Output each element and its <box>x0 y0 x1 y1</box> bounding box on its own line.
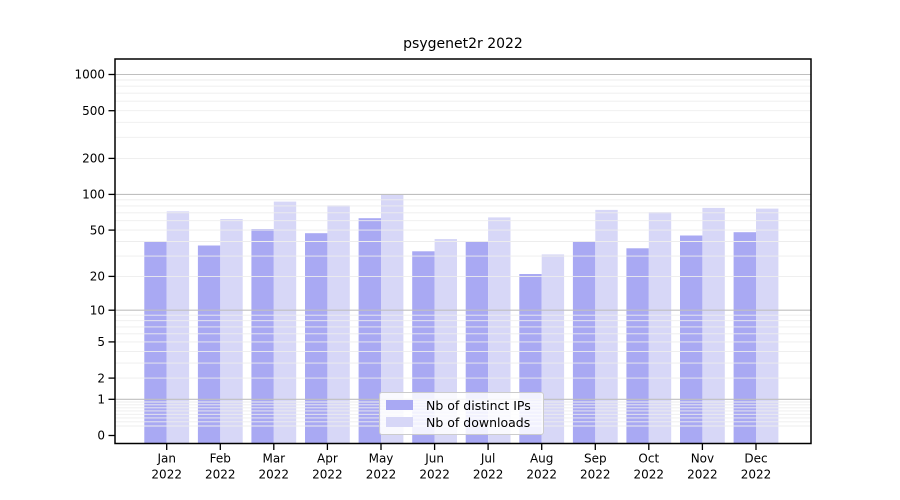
bar-distinct-ips-0 <box>144 241 167 444</box>
bar-downloads-11 <box>756 208 779 444</box>
bar-downloads-7 <box>541 254 565 444</box>
bar-downloads-6 <box>488 217 511 444</box>
x-axis-tick-label: Dec 2022 <box>741 452 772 482</box>
y-axis-tick-label: 5 <box>97 335 105 349</box>
legend-label-distinct-ips: Nb of distinct IPs <box>426 397 531 413</box>
bar-downloads-10 <box>702 207 725 444</box>
x-axis-tick-label: Aug 2022 <box>526 452 557 482</box>
x-axis-tick-label: Nov 2022 <box>687 452 718 482</box>
bar-downloads-2 <box>273 201 297 444</box>
x-axis: Jan 2022 Feb 2022 Mar 2022 Apr 2022 May 2022 Jun 20… <box>151 443 772 482</box>
x-axis-tick-label: Jun 2022 <box>419 452 450 482</box>
bar-distinct-ips-1 <box>197 245 221 444</box>
bar-distinct-ips-4 <box>358 218 381 444</box>
bar-distinct-ips-11 <box>733 232 756 444</box>
chart-title: psygenet2r 2022 <box>403 36 523 52</box>
y-axis-tick-label: 10 <box>90 303 105 317</box>
bar-downloads-0 <box>166 211 190 444</box>
bar-distinct-ips-2 <box>251 229 274 444</box>
y-axis-tick-label: 100 <box>82 188 105 202</box>
x-axis-tick-label: Jul 2022 <box>473 452 504 482</box>
x-axis-tick-label: Apr 2022 <box>312 452 343 482</box>
legend-label-downloads: Nb of downloads <box>426 414 531 430</box>
legend-swatch-downloads <box>386 417 413 427</box>
x-axis-tick-label: May 2022 <box>366 452 397 482</box>
legend: Nb of distinct IPs Nb of downloads <box>379 392 544 435</box>
plot-frame-rect <box>114 58 812 445</box>
bar-downloads-9 <box>648 212 672 444</box>
bar-distinct-ips-9 <box>626 248 649 444</box>
y-axis-tick-label: 500 <box>82 104 105 118</box>
x-axis-tick-label: Jan 2022 <box>151 452 182 482</box>
bar-distinct-ips-3 <box>305 233 328 444</box>
y-axis-tick-label: 0 <box>97 429 105 443</box>
x-axis-tick-label: Mar 2022 <box>259 452 290 482</box>
bar-downloads-1 <box>220 219 243 444</box>
legend-swatch-distinct-ips <box>386 400 413 410</box>
y-axis-tick-label: 50 <box>90 223 105 237</box>
y-axis-tick-label: 200 <box>82 152 105 166</box>
y-axis-tick-label: 1000 <box>74 68 105 82</box>
y-axis-tick-label: 2 <box>97 371 105 385</box>
bar-distinct-ips-8 <box>572 241 596 444</box>
x-axis-tick-label: Sep 2022 <box>580 452 611 482</box>
plot-frame <box>114 58 812 445</box>
bar-downloads-4 <box>381 194 404 444</box>
bar-distinct-ips-10 <box>680 235 703 444</box>
x-axis-tick-label: Oct 2022 <box>634 452 665 482</box>
y-axis: 0 1 2 5 10 20 50 100 200 500 1000 <box>74 68 115 443</box>
bar-downloads-3 <box>327 205 350 444</box>
legend-item-distinct-ips: Nb of distinct IPs <box>386 398 535 413</box>
x-axis-tick-label: Feb 2022 <box>205 452 236 482</box>
y-axis-tick-label: 1 <box>97 393 105 407</box>
legend-item-downloads: Nb of downloads <box>386 415 535 430</box>
y-axis-tick-label: 20 <box>90 270 105 284</box>
